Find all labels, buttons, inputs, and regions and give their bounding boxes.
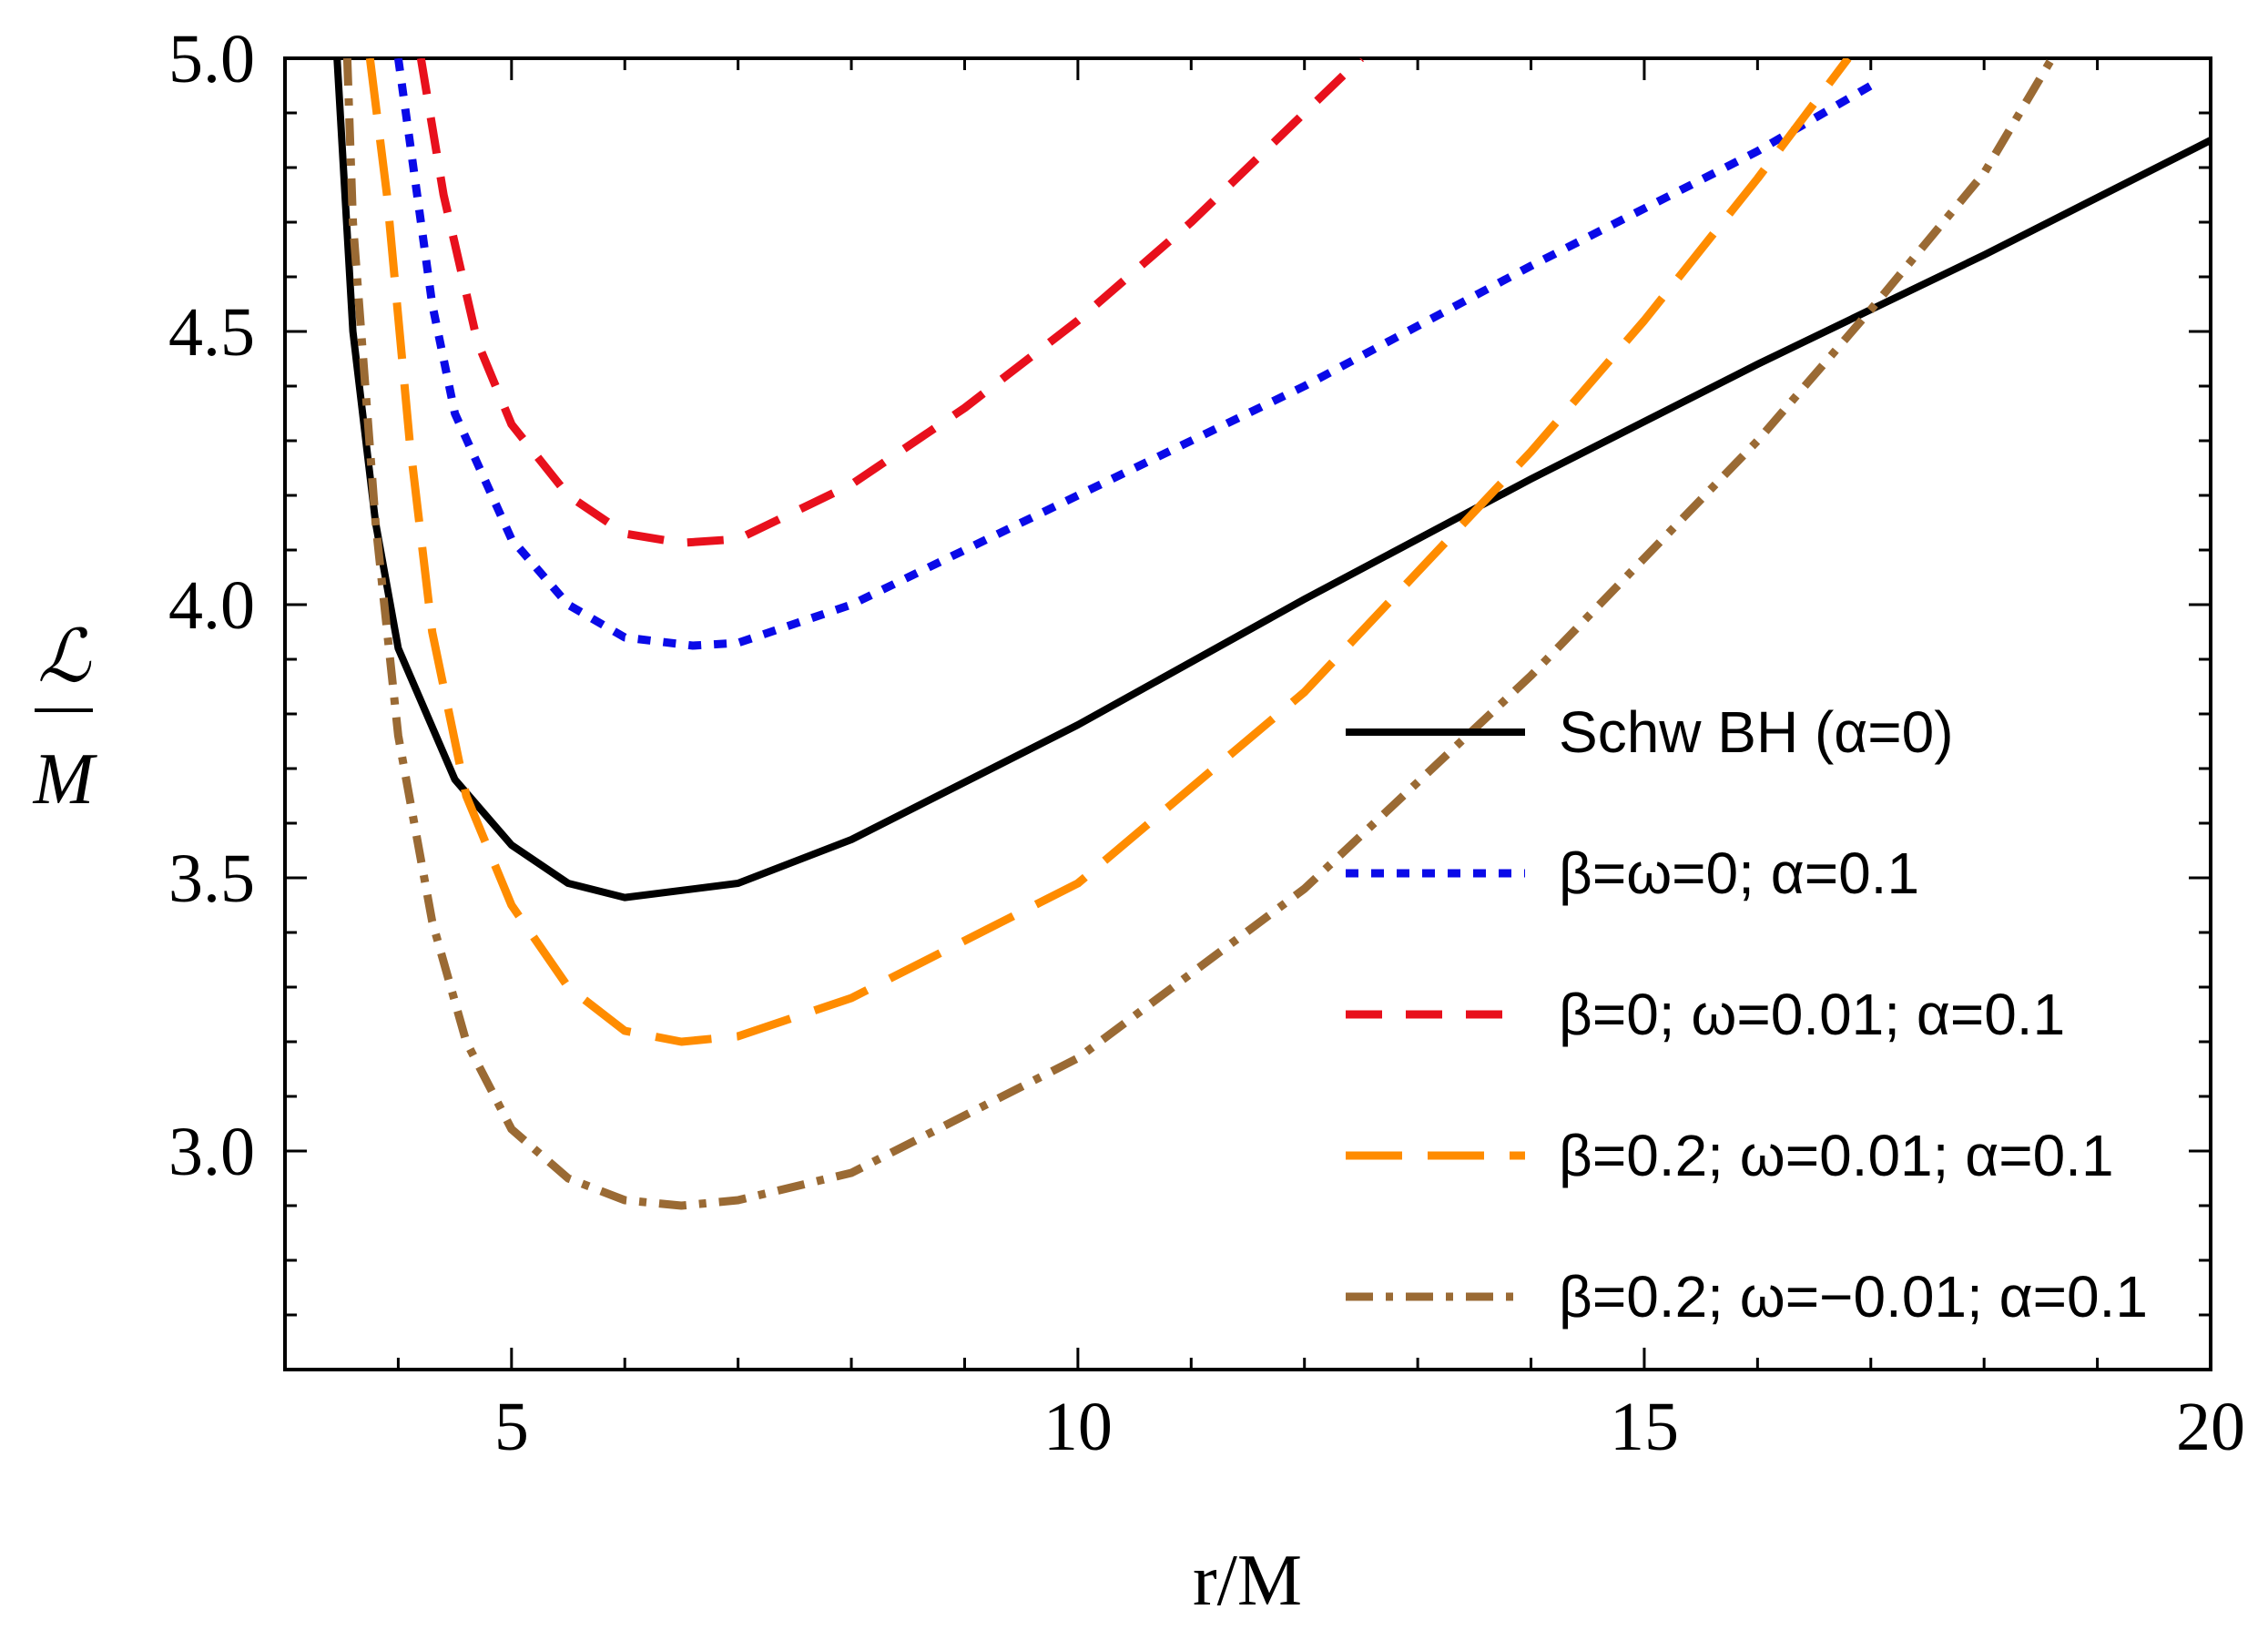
- series-line: [342, 58, 2056, 1210]
- x-axis-title: r/M: [1193, 1541, 1302, 1621]
- y-tick-label: 3.5: [168, 840, 255, 917]
- y-tick-labels: 3.0 3.5 4.0 4.5 5.0: [168, 21, 255, 1190]
- y-tick-label: 4.0: [168, 567, 255, 644]
- y-axis-title-numerator: ℒ: [37, 617, 91, 698]
- legend-label: β=0.2; ω=−0.01; α=0.1: [1559, 1264, 2148, 1329]
- y-axis-title: ℒ M: [33, 617, 98, 820]
- legend-label: β=0.2; ω=0.01; α=0.1: [1559, 1123, 2114, 1188]
- y-tick-label: 4.5: [168, 294, 255, 371]
- series-line: [333, 58, 2211, 902]
- x-tick-label: 5: [494, 1389, 529, 1465]
- series-line: [416, 58, 1365, 547]
- y-tick-label: 5.0: [168, 21, 255, 97]
- legend-label: β=ω=0; α=0.1: [1559, 840, 1919, 906]
- legend-label: β=0; ω=0.01; α=0.1: [1559, 982, 2065, 1047]
- series-line: [393, 58, 1874, 650]
- x-tick-label: 15: [1610, 1389, 1679, 1465]
- x-tick-labels: 5 10 15 20: [494, 1389, 2245, 1465]
- series-line: [365, 58, 1852, 1046]
- legend-label: Schw BH (α=0): [1559, 699, 1954, 765]
- x-tick-label: 10: [1043, 1389, 1113, 1465]
- y-axis-title-denominator: M: [33, 739, 98, 820]
- y-tick-label: 3.0: [168, 1114, 255, 1190]
- series-layer: [333, 58, 2211, 1210]
- legend: Schw BH (α=0) β=ω=0; α=0.1 β=0; ω=0.01; α=…: [1346, 699, 2148, 1329]
- x-tick-label: 20: [2176, 1389, 2245, 1465]
